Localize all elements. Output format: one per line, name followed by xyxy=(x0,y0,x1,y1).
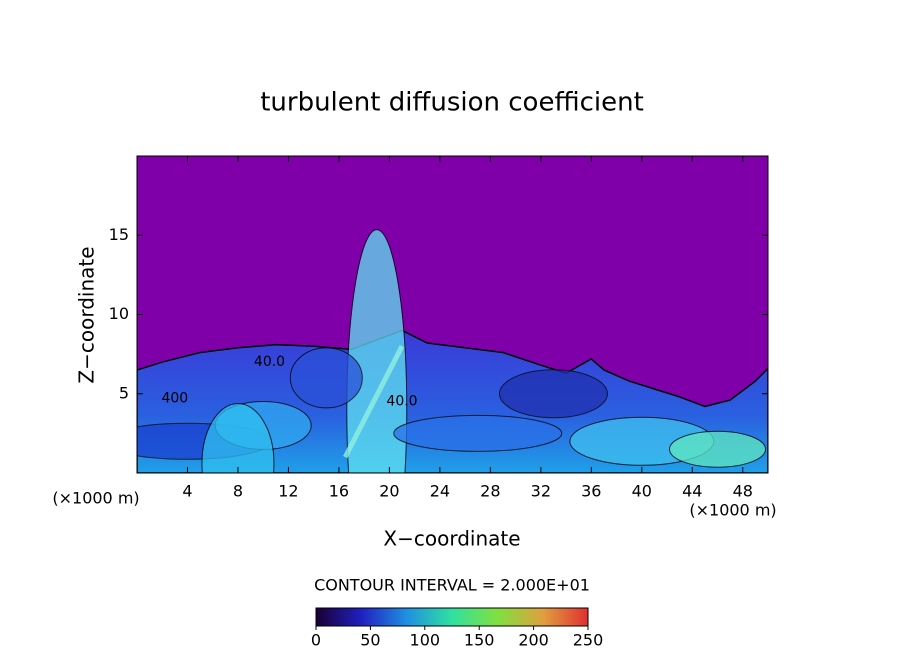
field-patch xyxy=(346,229,408,473)
x-tick-label: 20 xyxy=(379,482,399,501)
x-tick-label: 32 xyxy=(531,482,551,501)
colorbar-tick-label: 200 xyxy=(518,631,549,650)
field-patch xyxy=(669,430,767,468)
contour-label: 40.0 xyxy=(254,354,285,370)
colorbar-tick-label: 250 xyxy=(573,631,604,650)
colorbar-tick-label: 0 xyxy=(311,631,321,650)
x-tick-label: 8 xyxy=(233,482,243,501)
y-tick-label: 15 xyxy=(109,225,129,244)
x-tick-label: 48 xyxy=(733,482,753,501)
colorbar-tick-label: 150 xyxy=(464,631,495,650)
x-tick-label: 40 xyxy=(632,482,652,501)
field-patch xyxy=(289,347,363,409)
colorbar xyxy=(315,607,589,627)
x-tick-label: 44 xyxy=(682,482,702,501)
chart-title: turbulent diffusion coefficient xyxy=(260,88,644,118)
x-tick-label: 4 xyxy=(182,482,192,501)
x-tick-label: 36 xyxy=(581,482,601,501)
y-tick-label: 5 xyxy=(119,383,129,402)
field-patch xyxy=(393,414,563,452)
contour-label: 400 xyxy=(161,391,188,407)
x-unit-label: (×1000 m) xyxy=(689,501,776,520)
x-tick-label: 24 xyxy=(430,482,450,501)
contour-interval: CONTOUR INTERVAL = 2.000E+01 xyxy=(314,576,590,595)
field-streak xyxy=(343,345,405,459)
colorbar-tick-label: 100 xyxy=(410,631,441,650)
x-tick-label: 28 xyxy=(480,482,500,501)
x-axis-label: X−coordinate xyxy=(383,527,520,551)
y-tick-label: 10 xyxy=(109,304,129,323)
y-axis-label: Z−coordinate xyxy=(75,246,99,383)
contour-label: 40.0 xyxy=(386,394,417,410)
x-tick-label: 12 xyxy=(278,482,298,501)
colorbar-tick-label: 50 xyxy=(360,631,380,650)
field-patch xyxy=(498,369,608,419)
x-tick-label: 16 xyxy=(329,482,349,501)
field: 40.0 40.0 400 xyxy=(137,156,768,473)
field-patch xyxy=(201,403,275,473)
y-unit-label: (×1000 m) xyxy=(52,489,139,508)
